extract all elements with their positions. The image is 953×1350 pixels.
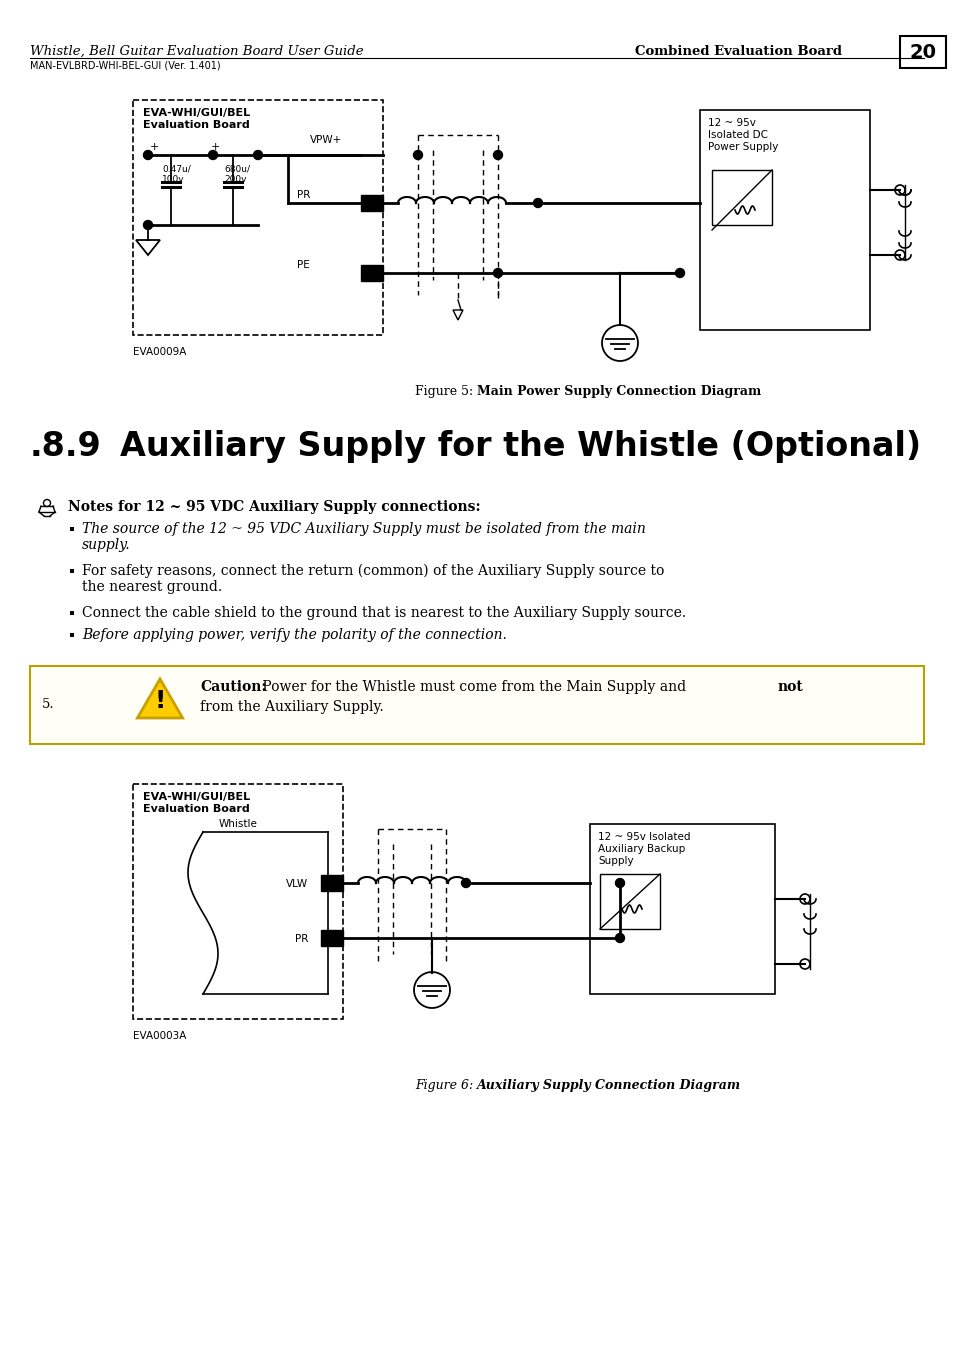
- Polygon shape: [137, 679, 182, 718]
- Text: 12 ~ 95v Isolated: 12 ~ 95v Isolated: [598, 832, 690, 842]
- Bar: [599, 873, 659, 929]
- Polygon shape: [136, 240, 160, 255]
- Text: Auxiliary Supply Connection Diagram: Auxiliary Supply Connection Diagram: [476, 1079, 740, 1092]
- Bar: [899, 36, 945, 68]
- Polygon shape: [453, 310, 462, 320]
- Text: Supply: Supply: [598, 856, 633, 865]
- Text: !: !: [154, 688, 166, 713]
- Text: EVA-WHI/GUI/BEL: EVA-WHI/GUI/BEL: [143, 792, 250, 802]
- Text: Auxiliary Supply for the Whistle (Optional): Auxiliary Supply for the Whistle (Option…: [120, 431, 921, 463]
- Text: +: +: [211, 142, 220, 153]
- Text: Combined Evaluation Board: Combined Evaluation Board: [635, 45, 841, 58]
- Circle shape: [143, 150, 152, 159]
- Text: Isolated DC: Isolated DC: [707, 130, 767, 140]
- Text: EVA0009A: EVA0009A: [132, 347, 186, 356]
- Text: .8.9: .8.9: [30, 431, 102, 463]
- Circle shape: [493, 150, 502, 159]
- Circle shape: [615, 933, 624, 942]
- Text: For safety reasons, connect the return (common) of the Auxiliary Supply source t: For safety reasons, connect the return (…: [82, 564, 663, 578]
- FancyBboxPatch shape: [132, 100, 382, 335]
- Circle shape: [615, 879, 624, 887]
- Bar: [360, 265, 382, 281]
- Text: +: +: [150, 142, 159, 153]
- Text: PR: PR: [296, 190, 310, 200]
- Bar: [589, 824, 774, 994]
- Circle shape: [414, 972, 450, 1008]
- Text: PR: PR: [294, 934, 308, 944]
- Text: Notes for 12 ~ 95 VDC Auxiliary Supply connections:: Notes for 12 ~ 95 VDC Auxiliary Supply c…: [68, 500, 480, 514]
- Circle shape: [894, 250, 904, 261]
- Circle shape: [894, 185, 904, 194]
- Text: Whistle: Whistle: [218, 819, 257, 829]
- Text: 20: 20: [908, 42, 936, 62]
- Bar: [70, 633, 74, 637]
- Text: Power for the Whistle must come from the Main Supply and: Power for the Whistle must come from the…: [257, 680, 690, 694]
- Circle shape: [675, 269, 684, 278]
- Text: The source of the 12 ~ 95 VDC Auxiliary Supply must be isolated from the main: The source of the 12 ~ 95 VDC Auxiliary …: [82, 522, 645, 536]
- Text: 5.: 5.: [42, 698, 54, 711]
- Text: Auxiliary Backup: Auxiliary Backup: [598, 844, 684, 855]
- Circle shape: [44, 500, 51, 506]
- Text: VLW: VLW: [286, 879, 308, 890]
- Text: from the Auxiliary Supply.: from the Auxiliary Supply.: [200, 701, 383, 714]
- Bar: [360, 194, 382, 211]
- Circle shape: [800, 894, 809, 904]
- Circle shape: [800, 958, 809, 969]
- Text: supply.: supply.: [82, 539, 131, 552]
- Text: EVA0003A: EVA0003A: [132, 1031, 186, 1041]
- Text: Before applying power, verify the polarity of the connection.: Before applying power, verify the polari…: [82, 628, 506, 643]
- Text: Power Supply: Power Supply: [707, 142, 778, 153]
- Bar: [320, 930, 343, 946]
- Bar: [320, 875, 343, 891]
- Bar: [711, 170, 771, 225]
- Bar: [70, 612, 74, 616]
- Circle shape: [143, 220, 152, 230]
- Text: 680u/: 680u/: [224, 165, 250, 174]
- Text: Main Power Supply Connection Diagram: Main Power Supply Connection Diagram: [476, 385, 760, 398]
- Bar: [700, 109, 869, 329]
- Text: Connect the cable shield to the ground that is nearest to the Auxiliary Supply s: Connect the cable shield to the ground t…: [82, 606, 685, 620]
- Circle shape: [533, 198, 542, 208]
- Text: MAN-EVLBRD-WHI-BEL-GUI (Ver. 1.401): MAN-EVLBRD-WHI-BEL-GUI (Ver. 1.401): [30, 59, 220, 70]
- Text: VPW+: VPW+: [310, 135, 342, 144]
- Bar: [70, 526, 74, 531]
- Text: 0.47u/: 0.47u/: [162, 165, 191, 174]
- Circle shape: [413, 150, 422, 159]
- Bar: [70, 568, 74, 572]
- Text: Evaluation Board: Evaluation Board: [143, 120, 250, 130]
- Text: not: not: [778, 680, 803, 694]
- Text: PE: PE: [297, 261, 310, 270]
- Circle shape: [493, 269, 502, 278]
- Text: Whistle, Bell Guitar Evaluation Board User Guide: Whistle, Bell Guitar Evaluation Board Us…: [30, 45, 363, 58]
- FancyBboxPatch shape: [132, 784, 343, 1019]
- Circle shape: [209, 150, 217, 159]
- Text: Figure 6:: Figure 6:: [415, 1079, 476, 1092]
- Text: Figure 5:: Figure 5:: [415, 385, 476, 398]
- Circle shape: [461, 879, 470, 887]
- Circle shape: [253, 150, 262, 159]
- Text: Caution:: Caution:: [200, 680, 266, 694]
- Circle shape: [601, 325, 638, 360]
- Text: 12 ~ 95v: 12 ~ 95v: [707, 117, 755, 128]
- Text: Evaluation Board: Evaluation Board: [143, 805, 250, 814]
- Text: the nearest ground.: the nearest ground.: [82, 580, 222, 594]
- Text: 200v: 200v: [224, 176, 246, 184]
- Text: EVA-WHI/GUI/BEL: EVA-WHI/GUI/BEL: [143, 108, 250, 117]
- Text: 100v: 100v: [162, 176, 185, 184]
- Bar: [30, 666, 923, 744]
